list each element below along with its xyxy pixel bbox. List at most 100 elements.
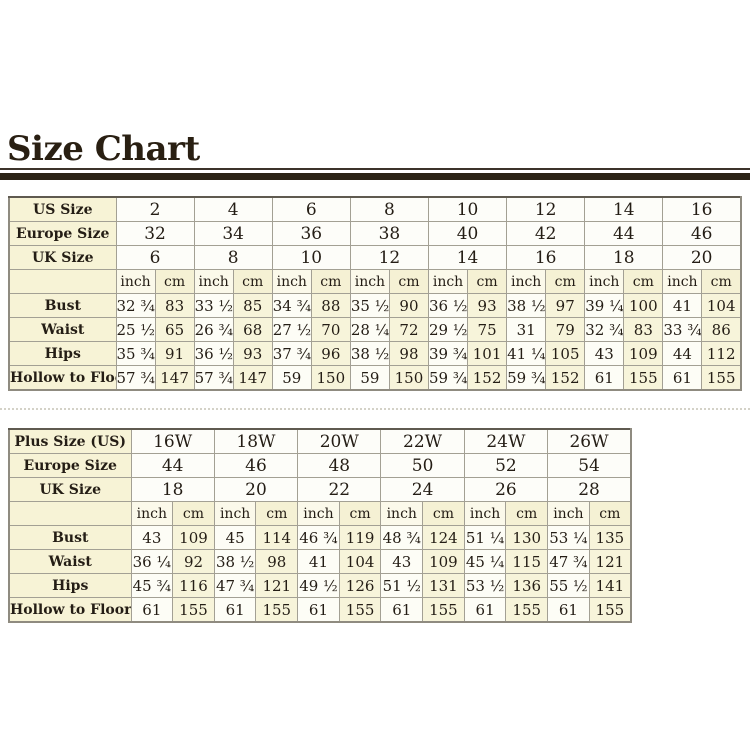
size-value-cell: 26 [463, 477, 549, 502]
measurement-cm-cell: 131 [422, 573, 465, 598]
measurement-cm-cell: 155 [422, 597, 465, 623]
size-value-cell: 36 [271, 221, 351, 246]
measurement-row: Waist 25 ½ 65 26 ¾ 68 27 ½ 70 28 ¼ 72 29 ½ 75 31 79 3… [8, 317, 742, 342]
measurement-cm-cell: 85 [232, 293, 273, 318]
measurement-cm-cell: 79 [545, 317, 586, 342]
measurement-inch-cell: 59 [271, 365, 312, 391]
size-header-row: UK Size 18 20 22 24 26 28 [8, 477, 632, 502]
measurement-inch-cell: 43 [130, 525, 174, 550]
measurement-inch-cell: 34 ¾ [271, 293, 312, 318]
measurement-cm-cell: 135 [588, 525, 632, 550]
row-label: Bust [8, 525, 132, 550]
unit-inch-cell: inch [130, 501, 174, 526]
unit-inch-cell: inch [349, 269, 390, 294]
measurement-inch-cell: 59 ¾ [506, 365, 547, 391]
measurement-inch-cell: 61 [297, 597, 340, 623]
measurement-inch-cell: 48 ¾ [380, 525, 424, 550]
measurement-inch-cell: 33 ½ [193, 293, 234, 318]
measurement-inch-cell: 41 [662, 293, 703, 318]
measurement-cm-cell: 88 [310, 293, 351, 318]
measurement-inch-cell: 46 ¾ [297, 525, 340, 550]
size-value-cell: 4 [193, 196, 273, 222]
size-value-cell: 22W [380, 428, 465, 454]
page-title: Size Chart [7, 129, 200, 169]
measurement-inch-cell: 38 ½ [506, 293, 547, 318]
measurement-inch-cell: 32 ¾ [584, 317, 625, 342]
size-value-cell: 18 [130, 477, 215, 502]
measurement-cm-cell: 104 [338, 549, 382, 574]
size-value-cell: 32 [115, 221, 195, 246]
measurement-inch-cell: 45 ¼ [463, 549, 507, 574]
measurement-inch-cell: 61 [662, 365, 703, 391]
measurement-cm-cell: 114 [255, 525, 299, 550]
measurement-inch-cell: 49 ½ [297, 573, 340, 598]
measurement-inch-cell: 36 ½ [193, 341, 234, 366]
measurement-cm-cell: 136 [505, 573, 549, 598]
unit-inch-cell: inch [380, 501, 424, 526]
size-value-cell: 16W [130, 428, 215, 454]
measurement-inch-cell: 37 ¾ [271, 341, 312, 366]
measurement-cm-cell: 155 [701, 365, 742, 391]
measurement-cm-cell: 119 [338, 525, 382, 550]
measurement-inch-cell: 53 ½ [463, 573, 507, 598]
unit-cm-cell: cm [545, 269, 586, 294]
size-value-cell: 20 [662, 245, 742, 270]
unit-header-row: inch cm inch cm inch cm inch cm inch cm inch cm inch… [8, 269, 742, 294]
measurement-cm-cell: 65 [154, 317, 195, 342]
unit-cm-cell: cm [154, 269, 195, 294]
unit-inch-cell: inch [427, 269, 469, 294]
measurement-cm-cell: 116 [172, 573, 215, 598]
row-label: Plus Size (US) [8, 428, 132, 454]
measurement-cm-cell: 68 [232, 317, 273, 342]
row-label: UK Size [8, 245, 117, 270]
row-label: UK Size [8, 477, 132, 502]
measurement-row: Bust 32 ¾ 83 33 ½ 85 34 ¾ 88 35 ½ 90 36 ½ 93 38 ½ 97… [8, 293, 742, 318]
measurement-inch-cell: 47 ¾ [213, 573, 257, 598]
unit-inch-cell: inch [115, 269, 156, 294]
measurement-inch-cell: 44 [662, 341, 703, 366]
measurement-inch-cell: 51 ¼ [463, 525, 507, 550]
measurement-cm-cell: 155 [505, 597, 549, 623]
row-label-empty [8, 501, 132, 526]
row-label: Waist [8, 549, 132, 574]
measurement-inch-cell: 47 ¾ [547, 549, 590, 574]
measurement-inch-cell: 57 ¾ [193, 365, 234, 391]
unit-header-row: inch cm inch cm inch cm inch cm inch cm inch cm [8, 501, 632, 526]
measurement-cm-cell: 109 [422, 549, 465, 574]
measurement-inch-cell: 29 ½ [427, 317, 469, 342]
size-value-cell: 44 [584, 221, 664, 246]
measurement-cm-cell: 121 [588, 549, 632, 574]
measurement-inch-cell: 61 [380, 597, 424, 623]
size-value-cell: 6 [271, 196, 351, 222]
unit-cm-cell: cm [623, 269, 664, 294]
size-header-row: Europe Size 32 34 36 38 40 42 44 46 [8, 221, 742, 246]
unit-inch-cell: inch [463, 501, 507, 526]
measurement-inch-cell: 31 [506, 317, 547, 342]
measurement-cm-cell: 93 [467, 293, 508, 318]
size-value-cell: 14 [427, 245, 508, 270]
unit-inch-cell: inch [662, 269, 703, 294]
measurement-cm-cell: 155 [255, 597, 299, 623]
size-value-cell: 8 [193, 245, 273, 270]
size-value-cell: 16 [506, 245, 586, 270]
size-value-cell: 10 [427, 196, 508, 222]
row-label: Europe Size [8, 453, 132, 478]
size-value-cell: 10 [271, 245, 351, 270]
unit-cm-cell: cm [338, 501, 382, 526]
measurement-inch-cell: 45 ¾ [130, 573, 174, 598]
unit-inch-cell: inch [213, 501, 257, 526]
row-label: Europe Size [8, 221, 117, 246]
size-value-cell: 24W [463, 428, 549, 454]
size-value-cell: 18 [584, 245, 664, 270]
unit-cm-cell: cm [467, 269, 508, 294]
measurement-cm-cell: 101 [467, 341, 508, 366]
measurement-inch-cell: 33 ¾ [662, 317, 703, 342]
measurement-cm-cell: 150 [388, 365, 430, 391]
size-value-cell: 46 [213, 453, 299, 478]
measurement-cm-cell: 75 [467, 317, 508, 342]
standard-size-table: US Size 2 4 6 8 10 12 14 16 Europe Size 32 34 36 38 40… [8, 196, 742, 391]
measurement-cm-cell: 141 [588, 573, 632, 598]
measurement-inch-cell: 32 ¾ [115, 293, 156, 318]
measurement-cm-cell: 92 [172, 549, 215, 574]
size-value-cell: 40 [427, 221, 508, 246]
